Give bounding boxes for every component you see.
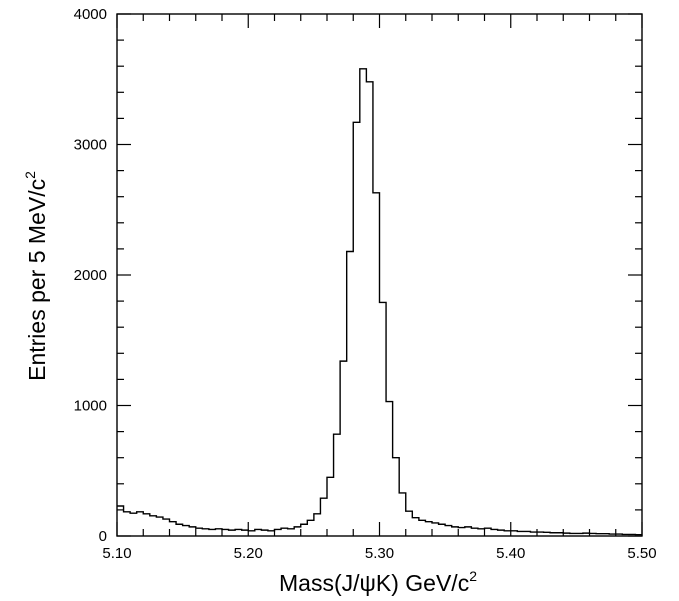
y-axis-title-superscript: 2 bbox=[22, 171, 38, 179]
ticks-layer bbox=[116, 13, 643, 537]
x-axis-title-text: Mass(J/ψK) GeV/c bbox=[279, 570, 469, 596]
y-axis-title: Entries per 5 MeV/c2 bbox=[22, 171, 50, 381]
x-axis-title-superscript: 2 bbox=[469, 568, 477, 584]
x-tick-label: 5.30 bbox=[365, 545, 394, 562]
x-tick-label: 5.50 bbox=[627, 545, 656, 562]
x-tick-label: 5.40 bbox=[496, 545, 525, 562]
x-axis-title: Mass(J/ψK) GeV/c2 bbox=[279, 568, 477, 596]
x-tick-label: 5.10 bbox=[102, 545, 131, 562]
y-axis-title-text: Entries per 5 MeV/c bbox=[24, 179, 50, 381]
x-tick-label: 5.20 bbox=[234, 545, 263, 562]
histogram-series bbox=[117, 68, 642, 536]
y-tick-label: 2000 bbox=[74, 267, 107, 284]
tick-labels-layer: 5.10 5.20 5.30 5.40 5.50 0 1000 2000 3000 4000 bbox=[74, 6, 657, 562]
y-tick-label: 4000 bbox=[74, 6, 107, 23]
y-tick-label: 3000 bbox=[74, 137, 107, 154]
y-tick-label: 1000 bbox=[74, 398, 107, 415]
histogram-layer bbox=[117, 68, 642, 536]
y-tick-label: 0 bbox=[99, 528, 107, 545]
